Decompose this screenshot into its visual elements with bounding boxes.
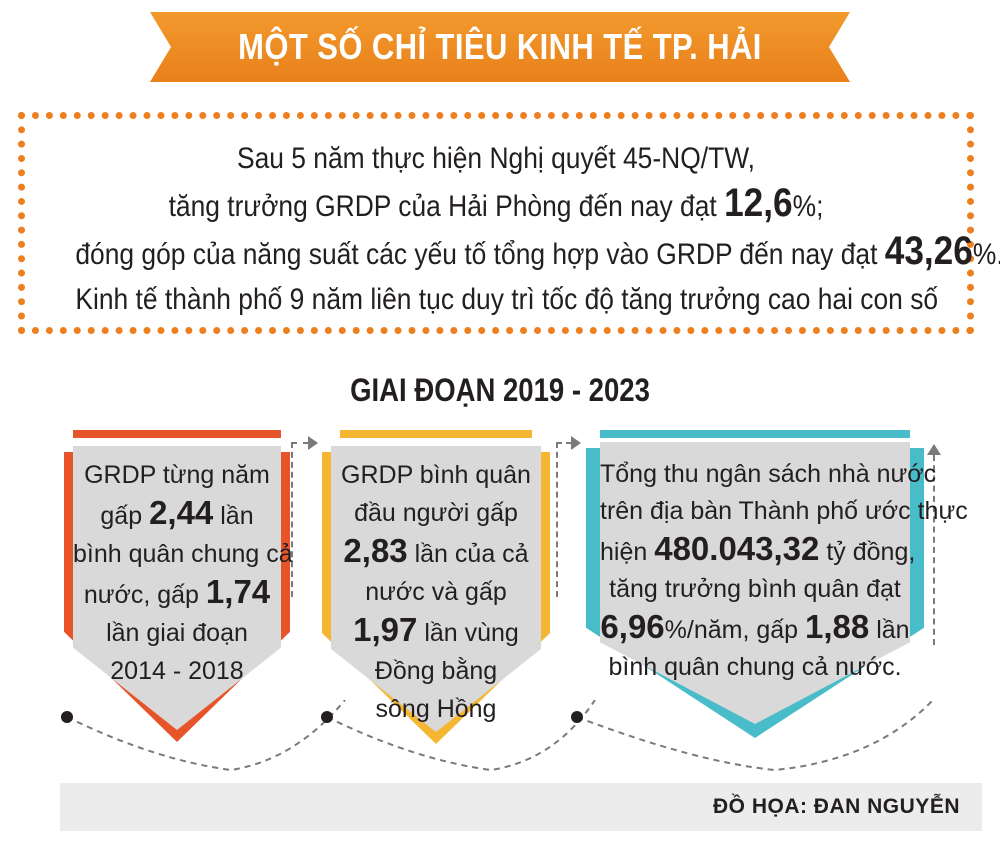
page-title: MỘT SỐ CHỈ TIÊU KINH TẾ TP. HẢI PHÒNG (238, 26, 762, 137)
grdp-growth-value: 12,6 (724, 181, 793, 225)
intro-line-2: tăng trưởng GRDP của Hải Phòng đến nay đ… (75, 181, 916, 229)
connector-1-arrow-icon (308, 436, 318, 450)
graphics-credit: ĐỒ HỌA: ĐAN NGUYỄN (712, 795, 960, 818)
connector-2-vertical (556, 442, 558, 597)
card-3-value-2: 6,96 (600, 608, 665, 645)
connector-3-arrow-icon (927, 444, 941, 455)
card-2-line-5: 1,97 lần vùng (331, 611, 541, 652)
card-2-top-bar (340, 430, 532, 438)
card-1-line-1: GRDP từng năm (84, 461, 270, 489)
card-2-text: GRDP bình quân đầu người gấp 2,83 lần củ… (331, 456, 541, 728)
connector-2-horizontal (556, 442, 572, 444)
card-2-line-3-text: lần của cả (407, 540, 529, 568)
dot-icon (321, 711, 333, 723)
dot-icon (61, 711, 73, 723)
card-3-line-3: hiện 480.043,32 tỷ đồng, (600, 530, 915, 571)
card-3-line-6: bình quân chung cả nước. (608, 653, 902, 681)
intro-line-3-text: đóng góp của năng suất các yếu tố tổng h… (75, 238, 885, 271)
card-1-value-2: 1,74 (205, 573, 271, 610)
intro-text: Sau 5 năm thực hiện Nghị quyết 45-NQ/TW,… (18, 136, 1000, 322)
intro-line-3-suffix: %. (972, 238, 1000, 271)
tfp-contribution-value: 43,26 (884, 229, 973, 273)
card-1-text: GRDP từng năm gấp 2,44 lần bình quân chu… (73, 456, 293, 690)
bottom-connectors (66, 700, 934, 772)
intro-line-2-suffix: %; (792, 190, 824, 223)
card-2-line-5-text: lần vùng (417, 619, 519, 647)
connector-1-vertical (291, 442, 293, 597)
card-1-line-2-text: gấp (100, 502, 150, 530)
card-3-line-2: trên địa bàn Thành phố ước thực (600, 497, 968, 525)
card-1-line-3: bình quân chung cả (73, 540, 293, 568)
card-1-line-2-suffix: lần (213, 502, 254, 530)
card-3-value-3: 1,88 (805, 608, 870, 645)
curve-2 (326, 700, 596, 772)
card-2-line-7: sông Hồng (375, 695, 497, 723)
period-heading: GIAI ĐOẠN 2019 - 2023 (350, 372, 650, 408)
card-1-line-4-text: nước, gấp (83, 581, 206, 609)
card-2-line-1: GRDP bình quân (341, 461, 531, 489)
card-3-line-1: Tổng thu ngân sách nhà nước (600, 460, 937, 488)
card-2-line-4: nước và gấp (365, 578, 507, 606)
card-1-line-2: gấp 2,44 lần (73, 494, 281, 535)
card-1-top-bar (73, 430, 281, 438)
dot-icon (571, 711, 583, 723)
card-1-line-5: lần giai đoạn (106, 619, 248, 647)
card-3-top-bar (600, 430, 910, 438)
intro-line-4: Kinh tế thành phố 9 năm liên tục duy trì… (75, 283, 939, 316)
intro-line-1: Sau 5 năm thực hiện Nghị quyết 45-NQ/TW, (236, 142, 756, 175)
card-3-line-3-suffix: tỷ đồng, (819, 538, 916, 566)
card-3-line-5: 6,96%/năm, gấp 1,88 lần (600, 608, 910, 649)
card-3-line-4: tăng trưởng bình quân đạt (609, 575, 901, 603)
card-2-line-3: 2,83 lần của cả (331, 532, 541, 573)
card-1-line-6: 2014 - 2018 (110, 657, 244, 685)
card-3-text: Tổng thu ngân sách nhà nước trên địa bàn… (600, 456, 968, 686)
intro-line-3: đóng góp của năng suất các yếu tố tổng h… (75, 229, 1000, 277)
card-3-line-5-suffix: lần (869, 616, 910, 644)
card-2-value-1: 2,83 (343, 532, 408, 569)
curve-3 (576, 700, 934, 772)
card-3-value-1: 480.043,32 (654, 530, 820, 567)
card-2-line-2: đầu người gấp (354, 499, 518, 527)
connector-2-arrow-icon (571, 436, 581, 450)
intro-dotted-box (18, 112, 974, 334)
title-banner (150, 12, 850, 82)
card-1-value-1: 2,44 (149, 494, 214, 531)
footer-band (60, 783, 982, 831)
intro-line-2-text: tăng trưởng GRDP của Hải Phòng đến nay đ… (168, 190, 725, 223)
card-2-value-2: 1,97 (353, 611, 418, 648)
connector-3-vertical (933, 455, 935, 645)
card-2-line-6: Đồng bằng (374, 657, 498, 685)
card-1-line-4: nước, gấp 1,74 (73, 573, 281, 614)
card-3-line-3-text: hiện (600, 538, 655, 566)
card-3-line-5-text: %/năm, gấp (664, 616, 806, 644)
connector-1-horizontal (291, 442, 309, 444)
